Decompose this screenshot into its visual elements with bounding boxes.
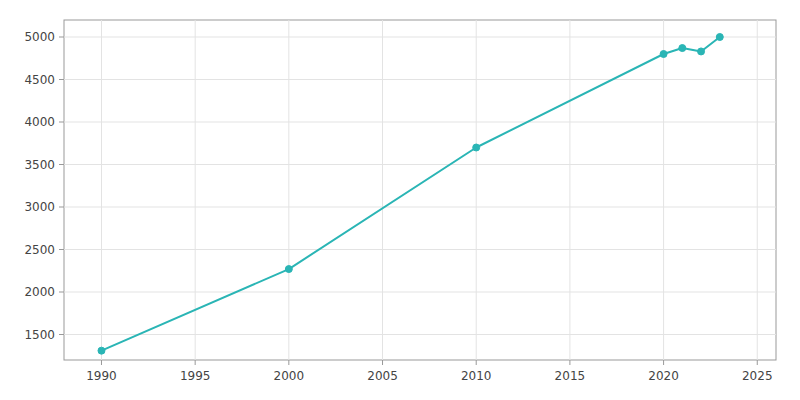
plot-frame <box>64 20 776 360</box>
y-tick-label: 3000 <box>24 200 55 214</box>
plot-area <box>98 34 723 355</box>
data-point <box>98 347 105 354</box>
grid <box>64 20 776 360</box>
x-tick-label: 2015 <box>555 369 586 383</box>
y-tick-label: 5000 <box>24 30 55 44</box>
y-grid-line <box>64 207 776 208</box>
x-tick-label: 2025 <box>742 369 773 383</box>
y-grid-line <box>64 37 776 38</box>
y-grid-line <box>64 164 776 165</box>
x-tick-label: 2000 <box>274 369 305 383</box>
y-tick <box>59 249 64 250</box>
x-grid-line <box>382 20 383 360</box>
x-tick <box>288 360 289 365</box>
y-tick <box>59 122 64 123</box>
data-point <box>716 34 723 41</box>
data-line <box>101 37 719 351</box>
chart-container: 1990 1995 2000 2005 2010 2015 2020 2025 1500 2000… <box>0 0 800 400</box>
y-tick-label: 2000 <box>24 285 55 299</box>
data-point <box>473 144 480 151</box>
y-grid-line <box>64 334 776 335</box>
y-tick-label: 1500 <box>24 328 55 342</box>
x-grid-line <box>757 20 758 360</box>
y-tick <box>59 292 64 293</box>
x-grid-line <box>476 20 477 360</box>
x-grid-line <box>101 20 102 360</box>
y-tick-label: 4500 <box>24 73 55 87</box>
x-tick <box>101 360 102 365</box>
y-tick-label: 4000 <box>24 115 55 129</box>
x-tick-label: 2020 <box>648 369 679 383</box>
y-tick <box>59 79 64 80</box>
x-tick-label: 2005 <box>367 369 398 383</box>
y-tick-label: 2500 <box>24 243 55 257</box>
y-tick <box>59 334 64 335</box>
x-grid-line <box>288 20 289 360</box>
x-tick <box>663 360 664 365</box>
x-grid-line <box>569 20 570 360</box>
x-tick <box>569 360 570 365</box>
y-tick <box>59 207 64 208</box>
data-point <box>698 48 705 55</box>
x-tick <box>195 360 196 365</box>
x-tick-label: 1995 <box>180 369 211 383</box>
x-grid-line <box>663 20 664 360</box>
y-grid-line <box>64 79 776 80</box>
chart-svg: 1990 1995 2000 2005 2010 2015 2020 2025 1500 2000… <box>0 0 800 400</box>
x-tick <box>382 360 383 365</box>
y-tick <box>59 37 64 38</box>
data-point <box>285 266 292 273</box>
x-tick-label: 2010 <box>461 369 492 383</box>
y-tick-label: 3500 <box>24 158 55 172</box>
y-tick <box>59 164 64 165</box>
y-grid-line <box>64 249 776 250</box>
data-point <box>660 51 667 58</box>
x-tick <box>757 360 758 365</box>
y-grid-line <box>64 292 776 293</box>
y-grid-line <box>64 122 776 123</box>
x-tick <box>476 360 477 365</box>
x-tick-label: 1990 <box>86 369 117 383</box>
data-point <box>679 45 686 52</box>
